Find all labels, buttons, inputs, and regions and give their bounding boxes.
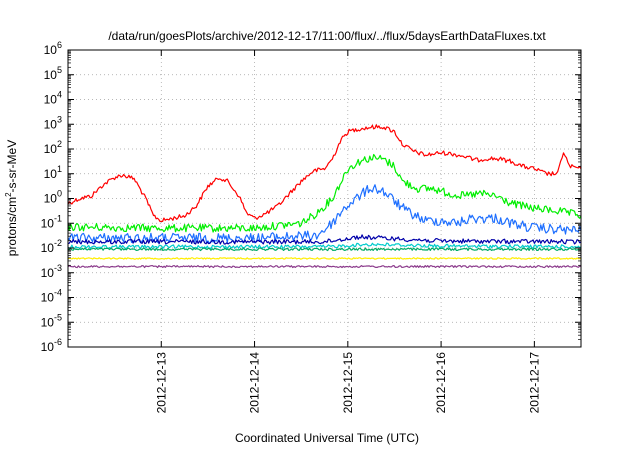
x-tick-labels: 2012-12-13 2012-12-14 2012-12-15 2012-12-16… xyxy=(154,352,541,414)
y-tick-exponent: -1 xyxy=(54,213,62,223)
grid-layer xyxy=(68,50,581,347)
y-tick-base: 10 xyxy=(44,192,58,206)
y-axis-label-sup: 2 xyxy=(4,192,13,197)
y-tick-base: 10 xyxy=(41,241,55,255)
y-axis-label-suffix: -s-sr-MeV xyxy=(5,140,19,193)
y-tick-label: 10-5 xyxy=(41,312,62,329)
y-tick-label: 102 xyxy=(44,139,62,156)
x-tick-label: 2012-12-15 xyxy=(341,352,355,414)
y-tick-exponent: -5 xyxy=(54,312,62,322)
y-tick-base: 10 xyxy=(44,167,58,181)
x-axis-label: Coordinated Universal Time (UTC) xyxy=(235,431,419,445)
y-tick-label: 103 xyxy=(44,114,62,131)
y-tick-base: 10 xyxy=(44,68,58,82)
y-tick-base: 10 xyxy=(41,315,55,329)
y-tick-base: 10 xyxy=(44,93,58,107)
chart-title: /data/run/goesPlots/archive/2012-12-17/1… xyxy=(108,29,546,43)
y-tick-label: 10-1 xyxy=(41,213,62,230)
series-line-6 xyxy=(67,257,582,260)
y-tick-base: 10 xyxy=(41,216,55,230)
y-tick-label: 105 xyxy=(44,65,62,82)
x-tick-label: 2012-12-13 xyxy=(154,352,168,414)
y-axis-label-prefix: protons/cm xyxy=(5,197,19,256)
y-tick-label: 10-3 xyxy=(41,263,62,280)
y-tick-base: 10 xyxy=(44,142,58,156)
y-tick-base: 10 xyxy=(44,117,58,131)
series-line-1 xyxy=(67,153,582,233)
y-tick-labels: 10-610-510-410-310-210-11001011021031041… xyxy=(41,40,62,354)
y-tick-exponent: 4 xyxy=(57,90,62,100)
series-line-7 xyxy=(67,265,582,269)
y-axis-label: protons/cm2-s-sr-MeV xyxy=(4,140,19,256)
y-tick-exponent: 5 xyxy=(57,65,62,75)
y-tick-exponent: 6 xyxy=(57,40,62,50)
y-tick-label: 10-2 xyxy=(41,238,62,255)
series-line-0 xyxy=(67,124,582,223)
y-tick-exponent: -2 xyxy=(54,238,62,248)
y-tick-exponent: -6 xyxy=(54,337,62,347)
y-tick-base: 10 xyxy=(41,291,55,305)
x-tick-label: 2012-12-16 xyxy=(434,352,448,414)
tick-layer xyxy=(68,49,581,348)
y-tick-label: 101 xyxy=(44,164,62,181)
series-line-3 xyxy=(67,234,582,245)
series-layer xyxy=(67,124,582,269)
y-tick-exponent: 0 xyxy=(57,189,62,199)
y-tick-exponent: 3 xyxy=(57,114,62,124)
y-tick-exponent: 2 xyxy=(57,139,62,149)
y-tick-exponent: -4 xyxy=(54,288,62,298)
y-tick-label: 100 xyxy=(44,189,62,206)
y-tick-label: 10-6 xyxy=(41,337,62,354)
y-tick-base: 10 xyxy=(41,340,55,354)
series-line-5 xyxy=(67,247,582,252)
y-tick-exponent: -3 xyxy=(54,263,62,273)
y-tick-base: 10 xyxy=(44,43,58,57)
x-tick-label: 2012-12-14 xyxy=(248,352,262,414)
y-tick-label: 104 xyxy=(44,90,62,107)
series-line-4 xyxy=(67,242,582,250)
y-tick-label: 10-4 xyxy=(41,288,62,305)
y-tick-base: 10 xyxy=(41,266,55,280)
x-tick-label: 2012-12-17 xyxy=(527,352,541,414)
y-tick-label: 106 xyxy=(44,40,62,57)
y-tick-exponent: 1 xyxy=(57,164,62,174)
